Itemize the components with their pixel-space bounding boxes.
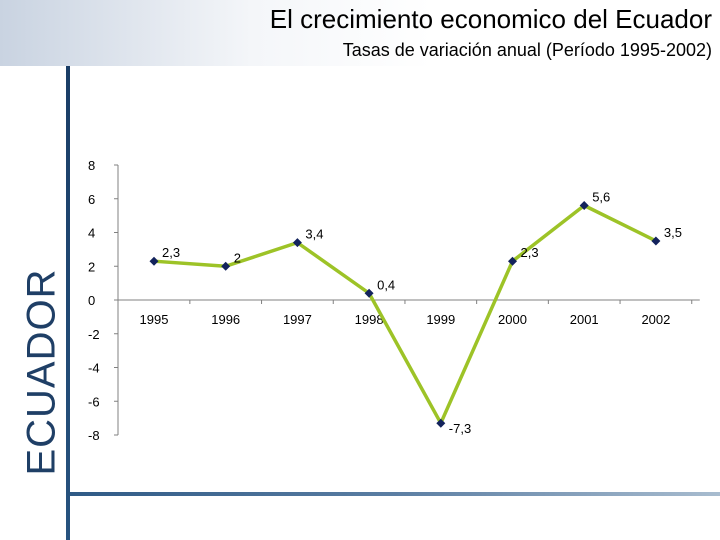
data-label: 5,6 — [592, 190, 610, 205]
data-label: 0,4 — [377, 277, 395, 292]
y-tick-label: 4 — [88, 226, 95, 241]
y-tick-label: 8 — [88, 158, 95, 173]
y-tick-label: 2 — [88, 259, 95, 274]
x-tick-label: 1999 — [426, 312, 455, 327]
slide-title: El crecimiento economico del Ecuador — [269, 4, 712, 34]
data-label: 3,4 — [305, 227, 323, 242]
data-label: 3,5 — [664, 225, 682, 240]
y-tick-label: -2 — [88, 327, 100, 342]
data-label: 2,3 — [162, 245, 180, 260]
data-label: 2 — [234, 250, 241, 265]
y-tick-label: -6 — [88, 394, 100, 409]
x-tick-label: 1997 — [283, 312, 312, 327]
y-tick-label: 6 — [88, 192, 95, 207]
x-tick-label: 2002 — [641, 312, 670, 327]
data-point — [436, 418, 446, 428]
data-point — [292, 238, 302, 248]
x-tick-label: 2001 — [570, 312, 599, 327]
x-tick-label: 1996 — [211, 312, 240, 327]
bottom-stripe — [70, 492, 720, 496]
data-point — [579, 201, 589, 210]
x-tick-label: 1998 — [355, 312, 384, 327]
y-tick-label: -4 — [88, 361, 100, 376]
data-point — [508, 256, 517, 266]
side-stripe — [66, 66, 70, 540]
data-point — [364, 288, 374, 298]
slide-subtitle: Tasas de variación anual (Período 1995-2… — [342, 40, 712, 60]
data-label: 2,3 — [521, 245, 539, 260]
data-label: -7,3 — [449, 421, 471, 436]
side-band — [0, 66, 66, 540]
x-tick-label: 2000 — [498, 312, 527, 327]
y-tick-label: 0 — [88, 293, 95, 308]
title-band: El crecimiento economico del Ecuador Tas… — [0, 0, 720, 66]
data-point — [221, 261, 231, 271]
data-point — [651, 236, 661, 246]
y-tick-label: -8 — [88, 428, 100, 443]
x-tick-label: 1995 — [140, 312, 169, 327]
series-line — [153, 203, 657, 425]
data-point — [149, 256, 159, 266]
